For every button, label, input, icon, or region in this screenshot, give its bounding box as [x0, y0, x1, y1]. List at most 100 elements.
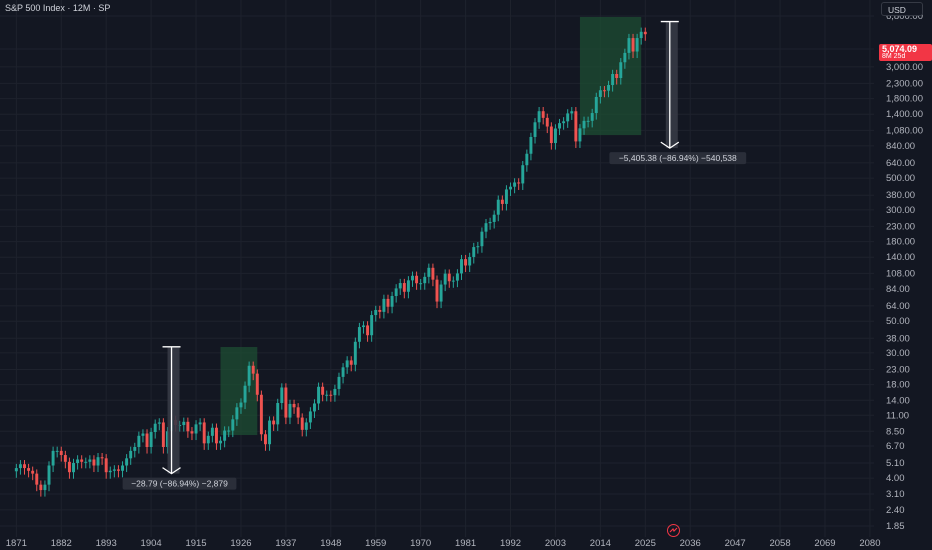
- tradingview-logo-icon[interactable]: [667, 524, 680, 537]
- last-price-tag: 5,074.09 8M 25d: [879, 44, 932, 61]
- candle-body: [112, 469, 116, 471]
- candle-body: [182, 421, 186, 426]
- candle-body: [304, 422, 308, 430]
- candle-body: [627, 38, 631, 53]
- currency-button[interactable]: USD: [881, 2, 923, 16]
- candle-body: [14, 468, 18, 472]
- y-axis-tick-label: 300.00: [886, 205, 915, 216]
- candle-body: [488, 221, 492, 224]
- candle-body: [386, 298, 390, 307]
- candle-body: [619, 62, 623, 79]
- candle-body: [411, 275, 414, 281]
- candle-body: [615, 73, 619, 79]
- bar-countdown: 8M 25d: [882, 52, 906, 60]
- y-axis-tick-label: 140.00: [886, 252, 915, 263]
- y-axis-tick-label: 64.00: [886, 301, 910, 312]
- candle-body: [443, 273, 447, 285]
- candle-body: [545, 117, 549, 127]
- candle-body: [313, 403, 316, 412]
- x-axis-tick-label: 2036: [680, 538, 701, 549]
- candle-body: [496, 199, 500, 215]
- candle-body: [464, 259, 468, 266]
- y-axis-tick-label: 108.00: [886, 268, 915, 279]
- y-axis-tick-label: 4.00: [886, 473, 905, 484]
- x-axis-tick-label: 1915: [185, 538, 206, 549]
- candle-body: [300, 417, 304, 430]
- candle-body: [451, 280, 455, 282]
- x-axis-tick-label: 1981: [455, 538, 476, 549]
- candle-body: [43, 484, 47, 491]
- candle-body: [63, 455, 67, 462]
- candle-body: [602, 90, 606, 92]
- candle-body: [149, 432, 153, 447]
- measure-arrowhead: [660, 141, 680, 149]
- y-axis-tick-label: 30.00: [886, 348, 910, 359]
- candle-body: [431, 267, 435, 280]
- candle-body: [104, 458, 108, 473]
- x-axis-tick-label: 2047: [725, 538, 746, 549]
- candle-body: [296, 407, 300, 418]
- chart-title: S&P 500 Index · 12M · SP: [5, 3, 110, 13]
- candle-body: [198, 422, 202, 425]
- candle-body: [525, 153, 529, 166]
- measure-label-box: [609, 152, 747, 165]
- candle-body: [251, 365, 255, 374]
- candle-body: [366, 325, 370, 336]
- candle-body: [484, 223, 488, 232]
- candle-body: [308, 411, 312, 423]
- candle-body: [214, 427, 218, 444]
- candle-body: [219, 440, 223, 444]
- candle-body: [325, 394, 329, 396]
- y-axis-tick-label: 230.00: [886, 221, 915, 232]
- candle-body: [133, 446, 137, 451]
- measure-arrowhead: [162, 467, 181, 475]
- candle-body: [137, 435, 141, 447]
- candle-body: [145, 433, 149, 447]
- candle-body: [541, 111, 545, 118]
- candle-body: [108, 470, 112, 473]
- candle-body: [611, 73, 615, 86]
- candle-body: [72, 463, 75, 473]
- y-axis-tick-label: 38.00: [886, 333, 910, 344]
- x-axis-tick-label: 1948: [320, 538, 341, 549]
- candle-body: [537, 111, 541, 123]
- candle-body: [276, 403, 280, 425]
- candle-body: [329, 394, 333, 396]
- candle-body: [509, 186, 512, 190]
- candle-body: [223, 430, 227, 441]
- candle-body: [55, 450, 59, 452]
- candle-body: [280, 387, 284, 404]
- highlight-box: [220, 347, 258, 436]
- x-axis-tick-label: 1893: [96, 538, 117, 549]
- y-axis-tick-label: 2.40: [886, 505, 905, 516]
- candle-body: [419, 283, 423, 285]
- candle-body: [562, 121, 566, 124]
- candle-body: [598, 90, 602, 97]
- candle-body: [76, 459, 80, 464]
- x-axis-tick-label: 1926: [230, 538, 251, 549]
- candle-body: [100, 457, 104, 459]
- y-axis-tick-label: 6.70: [886, 441, 905, 452]
- candle-body: [415, 275, 419, 284]
- y-axis-tick-label: 18.00: [886, 380, 910, 391]
- candle-body: [635, 38, 639, 52]
- x-axis-tick-label: 1904: [141, 538, 162, 549]
- candle-body: [80, 459, 84, 462]
- candle-body: [631, 38, 635, 52]
- candle-body: [178, 425, 182, 427]
- y-axis-tick-label: 50.00: [886, 316, 910, 327]
- x-axis-tick-label: 1882: [51, 538, 72, 549]
- candle-body: [47, 465, 51, 485]
- candle-body: [284, 387, 288, 418]
- candle-body: [492, 214, 496, 222]
- candle-body: [406, 280, 410, 292]
- measure-label: −5,405.38 (−86.94%) −540,538: [619, 153, 737, 163]
- candle-body: [349, 360, 353, 365]
- measure-range: [167, 346, 180, 474]
- last-price-value: 5,074.09: [882, 44, 918, 54]
- candle-body: [578, 128, 582, 142]
- candle-body: [529, 136, 533, 154]
- candle-body: [96, 457, 100, 466]
- y-axis-tick-label: 500.00: [886, 173, 915, 184]
